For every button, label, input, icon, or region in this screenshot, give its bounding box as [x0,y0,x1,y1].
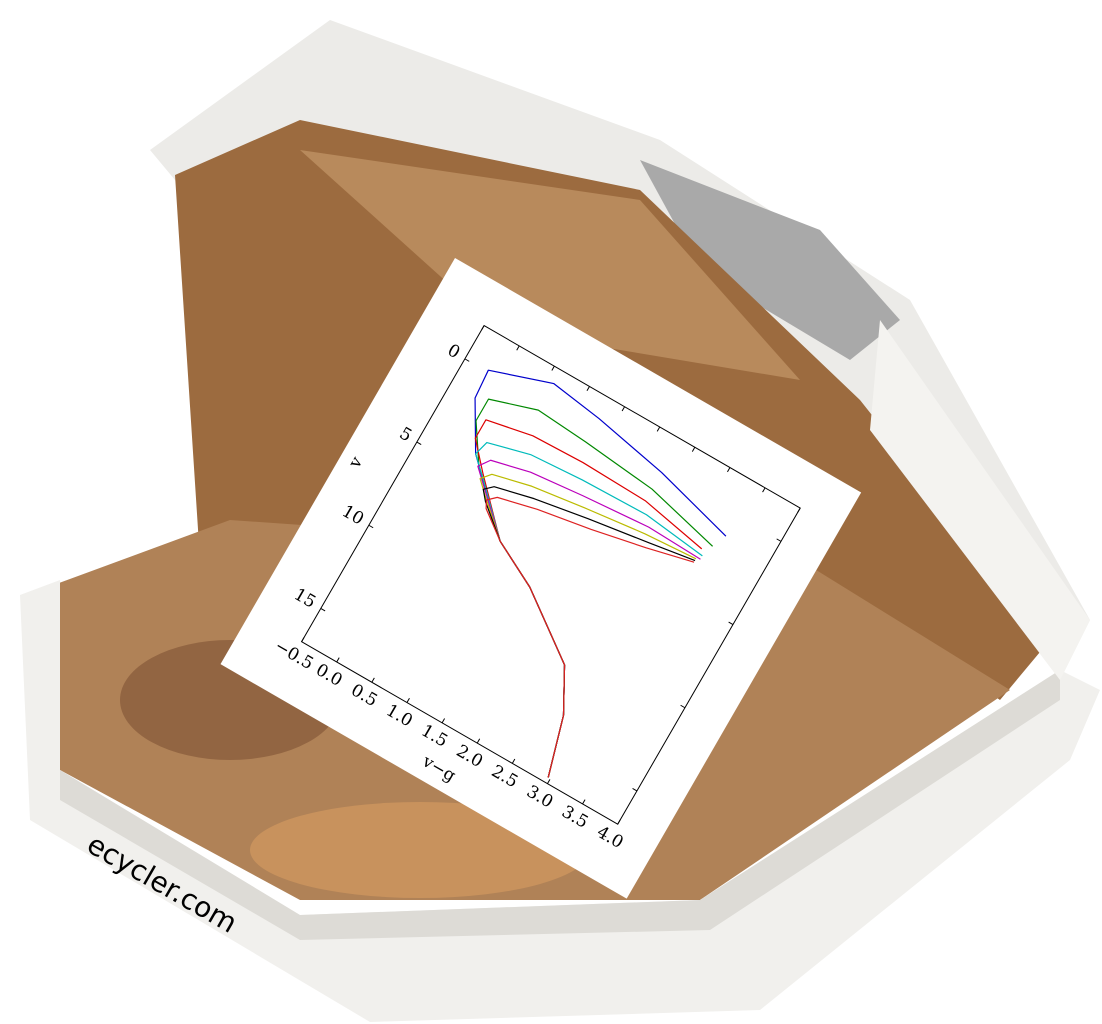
x-tick-top [656,426,661,432]
y-tick [416,441,422,445]
isochrone-line [485,496,695,778]
x-tick-top [762,487,766,493]
x-tick-top [586,386,590,392]
y-tick-right [776,538,782,542]
y-tick-right [632,787,638,792]
x-tick-top [621,406,626,412]
y-tick [464,358,470,362]
y-tick-right [728,621,734,625]
y-tick [320,607,326,612]
x-tick [336,657,340,663]
back-wall-light [300,150,800,380]
chart-background [220,257,862,899]
lid-grey [640,160,900,360]
x-tick [441,718,446,724]
x-tick-top [691,447,696,452]
y-tick-right [680,704,686,709]
front-walls-inner [60,670,1060,940]
x-tick-top [551,365,555,371]
x-tick [547,779,551,784]
x-tick [301,637,305,642]
x-tick [617,819,621,825]
x-tick-top [727,467,731,473]
x-tick [511,758,516,764]
chart: −0.50.00.51.01.52.02.53.03.54.0051015v−g… [220,257,862,899]
plot-frame [300,324,801,825]
right-wall [870,320,1090,680]
x-tick-top [481,325,485,331]
x-tick-top [797,507,801,513]
x-tick [476,738,481,744]
y-tick [368,524,374,529]
x-tick [582,799,586,805]
x-tick [371,677,375,683]
x-tick-top [516,345,520,351]
x-tick [406,697,410,703]
